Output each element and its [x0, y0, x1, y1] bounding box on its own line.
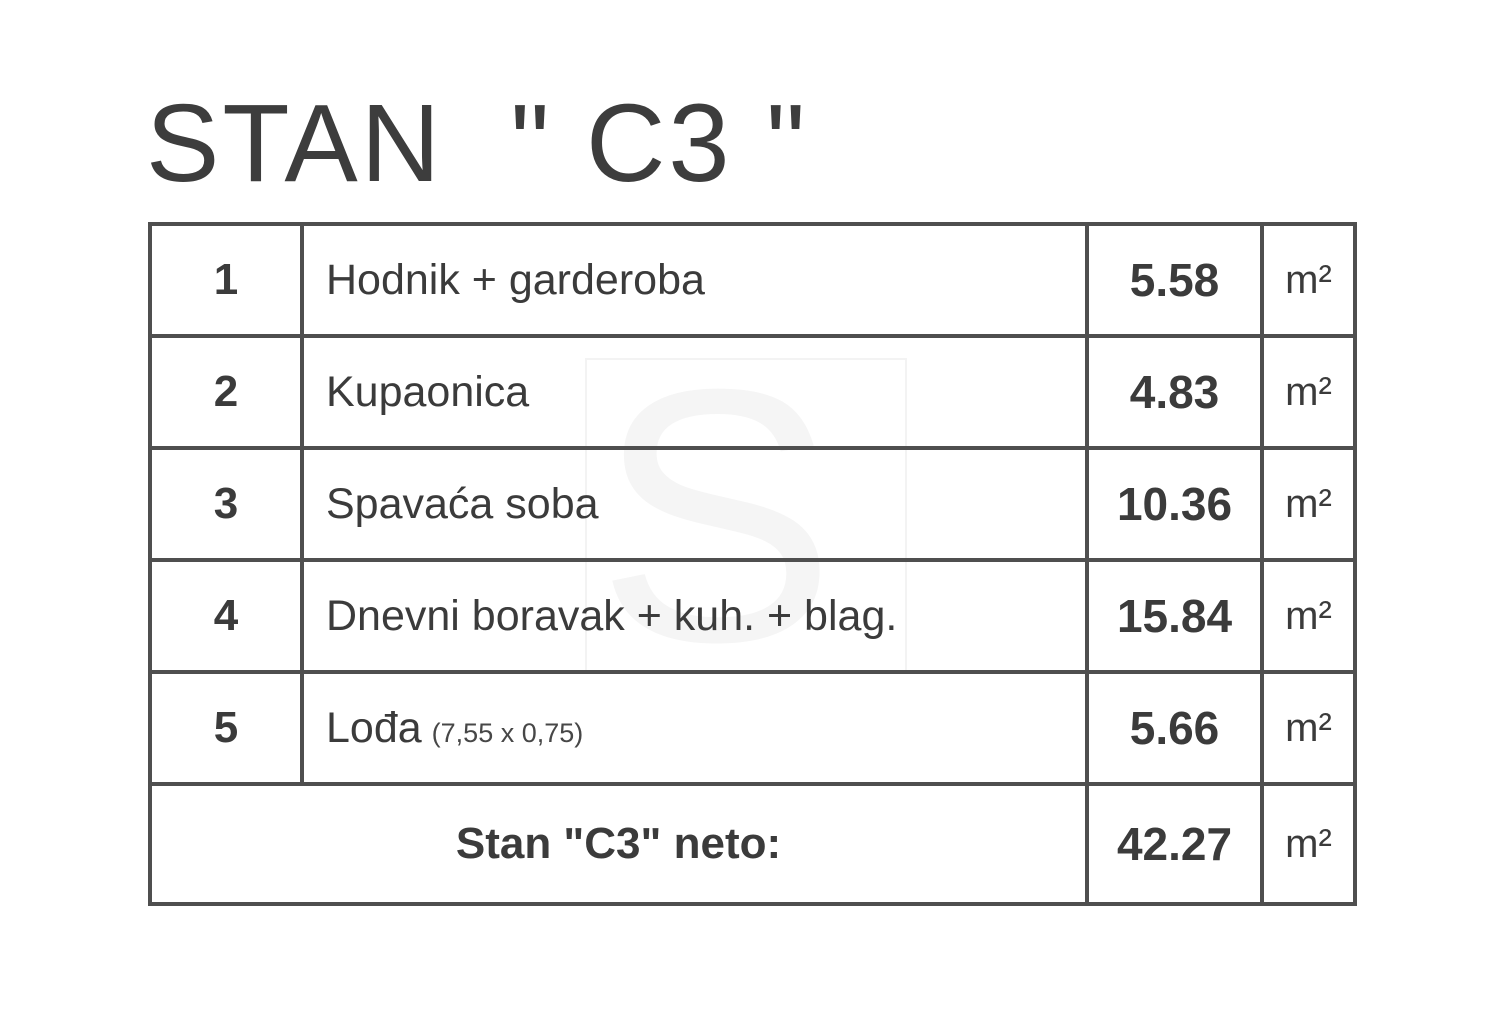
room-area-cell: 15.84 [1085, 558, 1264, 674]
area-unit-cell: m² [1260, 670, 1357, 786]
room-name: Hodnik + garderoba [326, 255, 705, 304]
total-label-cell: Stan "C3" neto: [148, 782, 1089, 906]
room-dimensions-note: (7,55 x 0,75) [431, 717, 584, 748]
area-unit-cell: m² [1260, 446, 1357, 562]
rooms-table: 1 Hodnik + garderoba 5.58 m² 2 Kupaonica… [148, 222, 1357, 906]
total-area-cell: 42.27 [1085, 782, 1264, 906]
room-name-cell: Lođa (7,55 x 0,75) [300, 670, 1089, 786]
room-name-cell: Kupaonica [300, 334, 1089, 450]
room-name-cell: Hodnik + garderoba [300, 222, 1089, 338]
room-name: Lođa [326, 703, 422, 752]
room-name-cell: Dnevni boravak + kuh. + blag. [300, 558, 1089, 674]
room-area-cell: 4.83 [1085, 334, 1264, 450]
row-number-cell: 3 [148, 446, 304, 562]
room-area-cell: 5.66 [1085, 670, 1264, 786]
area-unit-cell: m² [1260, 334, 1357, 450]
table-row: 2 Kupaonica 4.83 m² [148, 334, 1357, 450]
total-unit-cell: m² [1260, 782, 1357, 906]
row-number-cell: 2 [148, 334, 304, 450]
room-area-cell: 10.36 [1085, 446, 1264, 562]
room-name-cell: Spavaća soba [300, 446, 1089, 562]
room-area-cell: 5.58 [1085, 222, 1264, 338]
room-name: Kupaonica [326, 367, 530, 416]
row-number-cell: 1 [148, 222, 304, 338]
total-row: Stan "C3" neto: 42.27 m² [148, 782, 1357, 906]
area-unit-cell: m² [1260, 222, 1357, 338]
table-row: 3 Spavaća soba 10.36 m² [148, 446, 1357, 562]
room-name: Dnevni boravak + kuh. + blag. [326, 591, 898, 640]
row-number-cell: 4 [148, 558, 304, 674]
area-unit-cell: m² [1260, 558, 1357, 674]
table-row: 1 Hodnik + garderoba 5.58 m² [148, 222, 1357, 338]
row-number-cell: 5 [148, 670, 304, 786]
room-name: Spavaća soba [326, 479, 599, 528]
page-title: STAN " C3 " [146, 82, 809, 205]
table-row: 5 Lođa (7,55 x 0,75) 5.66 m² [148, 670, 1357, 786]
table-row: 4 Dnevni boravak + kuh. + blag. 15.84 m² [148, 558, 1357, 674]
